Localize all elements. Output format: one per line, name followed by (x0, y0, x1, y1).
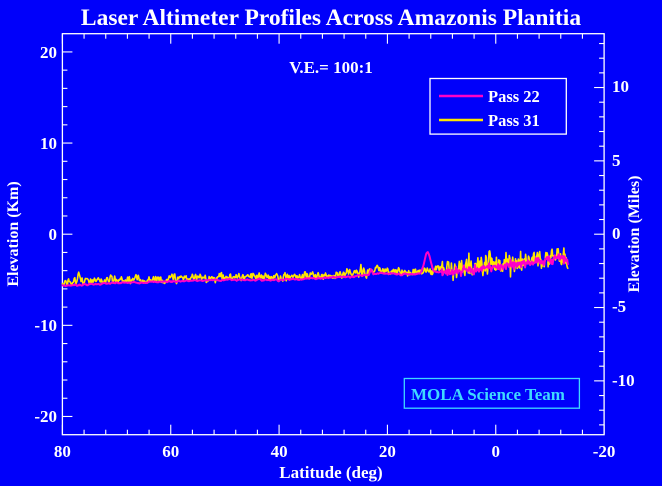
svg-text:Pass 22: Pass 22 (488, 87, 540, 106)
svg-text:Laser Altimeter Profiles Acros: Laser Altimeter Profiles Across Amazonis… (81, 5, 581, 31)
svg-text:60: 60 (162, 442, 179, 461)
svg-text:-10: -10 (612, 371, 635, 390)
svg-text:-20: -20 (34, 407, 57, 426)
svg-text:40: 40 (271, 442, 288, 461)
svg-text:0: 0 (492, 442, 501, 461)
svg-text:80: 80 (54, 442, 71, 461)
svg-text:Latitude (deg): Latitude (deg) (279, 463, 382, 482)
svg-text:V.E.= 100:1: V.E.= 100:1 (289, 58, 373, 77)
svg-text:-20: -20 (593, 442, 616, 461)
svg-text:0: 0 (49, 225, 58, 244)
svg-text:5: 5 (612, 151, 621, 170)
svg-text:10: 10 (612, 77, 629, 96)
svg-text:10: 10 (40, 134, 57, 153)
svg-text:-10: -10 (34, 316, 57, 335)
svg-text:Elevation (Km): Elevation (Km) (5, 181, 22, 286)
svg-text:20: 20 (379, 442, 396, 461)
svg-text:Elevation (Miles): Elevation (Miles) (626, 176, 643, 293)
svg-text:Pass 31: Pass 31 (488, 111, 540, 130)
svg-text:MOLA Science Team: MOLA Science Team (411, 385, 565, 404)
svg-text:-5: -5 (612, 297, 626, 316)
svg-text:20: 20 (40, 43, 57, 62)
svg-text:0: 0 (612, 224, 621, 243)
